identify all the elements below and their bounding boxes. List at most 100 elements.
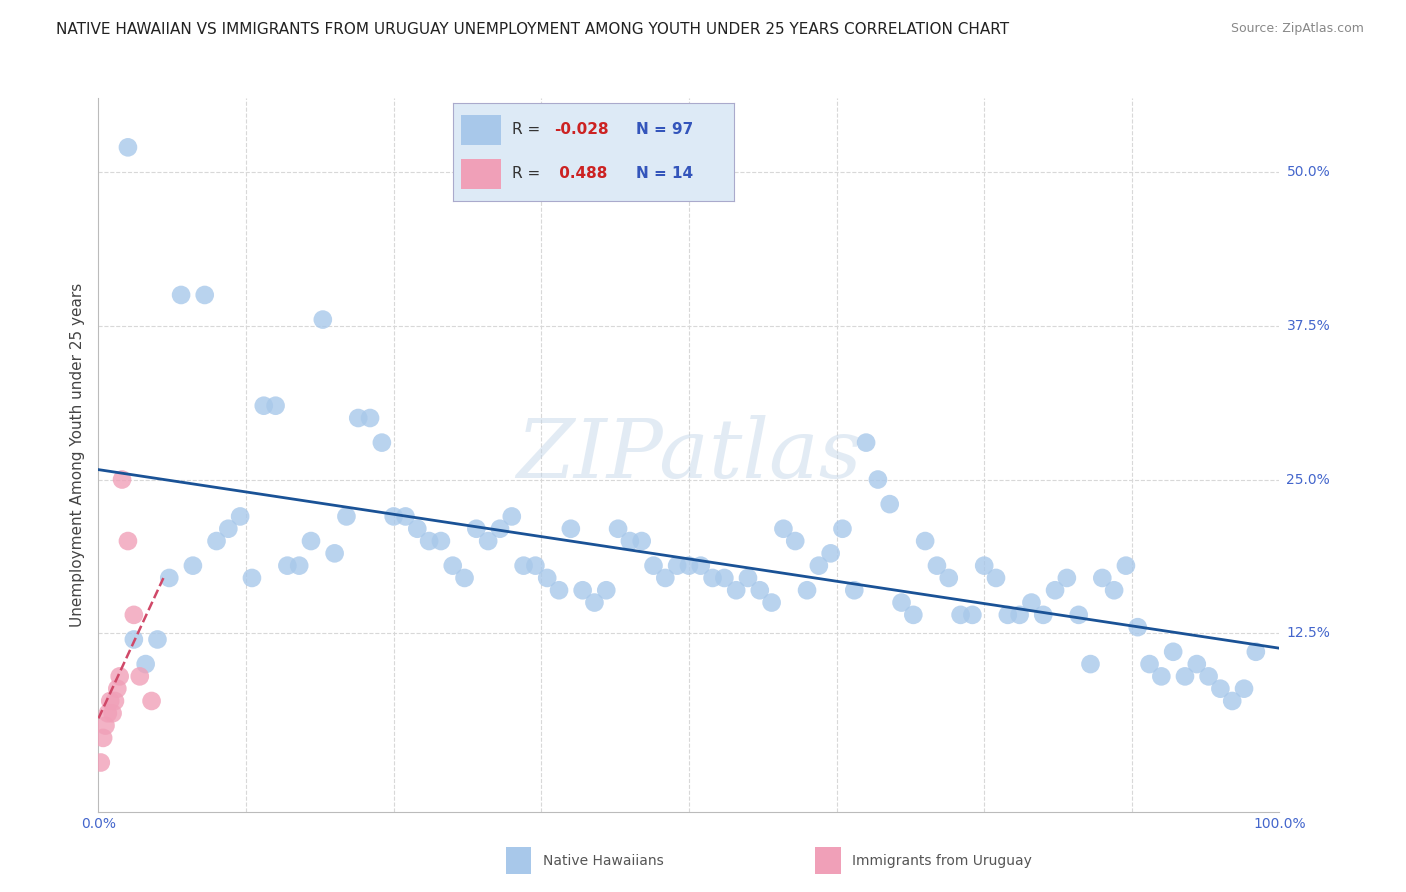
Point bbox=[1067, 607, 1090, 622]
Point bbox=[94, 718, 117, 732]
Y-axis label: Unemployment Among Youth under 25 years: Unemployment Among Youth under 25 years bbox=[70, 283, 86, 627]
Point bbox=[1080, 657, 1102, 671]
Point bbox=[512, 558, 534, 573]
Point bbox=[1174, 669, 1197, 683]
Point bbox=[713, 571, 735, 585]
Point bbox=[1091, 571, 1114, 585]
Point bbox=[117, 534, 139, 549]
Point bbox=[1185, 657, 1208, 671]
Point bbox=[194, 288, 217, 302]
Point bbox=[122, 607, 145, 622]
Text: Source: ZipAtlas.com: Source: ZipAtlas.com bbox=[1230, 22, 1364, 36]
Point bbox=[128, 669, 150, 683]
Point bbox=[146, 632, 169, 647]
Point bbox=[104, 694, 127, 708]
Point bbox=[1056, 571, 1078, 585]
Point bbox=[1032, 607, 1054, 622]
Point bbox=[607, 522, 630, 536]
Point bbox=[1233, 681, 1256, 696]
Point bbox=[772, 522, 794, 536]
Text: 50.0%: 50.0% bbox=[1286, 165, 1330, 179]
Point bbox=[831, 522, 853, 536]
Point bbox=[1021, 596, 1043, 610]
Point bbox=[477, 534, 499, 549]
Point bbox=[1209, 681, 1232, 696]
Point bbox=[276, 558, 298, 573]
Point bbox=[678, 558, 700, 573]
Point bbox=[583, 596, 606, 610]
Point bbox=[1008, 607, 1031, 622]
Text: Native Hawaiians: Native Hawaiians bbox=[543, 854, 664, 868]
Point bbox=[785, 534, 807, 549]
Point bbox=[253, 399, 276, 413]
Point bbox=[170, 288, 193, 302]
Point bbox=[394, 509, 416, 524]
Point bbox=[702, 571, 724, 585]
Text: 37.5%: 37.5% bbox=[1286, 318, 1330, 333]
Point bbox=[371, 435, 394, 450]
Point bbox=[1220, 694, 1243, 708]
Point bbox=[1115, 558, 1137, 573]
Point bbox=[571, 583, 593, 598]
Point bbox=[312, 312, 335, 326]
Point bbox=[90, 756, 112, 770]
Point bbox=[796, 583, 818, 598]
Point bbox=[430, 534, 453, 549]
Bar bbox=[461, 160, 501, 189]
Point bbox=[299, 534, 322, 549]
Text: 25.0%: 25.0% bbox=[1286, 473, 1330, 486]
Point bbox=[335, 509, 357, 524]
Point bbox=[141, 694, 163, 708]
Text: 12.5%: 12.5% bbox=[1286, 626, 1330, 640]
Text: NATIVE HAWAIIAN VS IMMIGRANTS FROM URUGUAY UNEMPLOYMENT AMONG YOUTH UNDER 25 YEA: NATIVE HAWAIIAN VS IMMIGRANTS FROM URUGU… bbox=[56, 22, 1010, 37]
Point bbox=[418, 534, 440, 549]
Point bbox=[181, 558, 204, 573]
Point bbox=[122, 632, 145, 647]
Point bbox=[229, 509, 252, 524]
Point bbox=[406, 522, 429, 536]
Point bbox=[666, 558, 689, 573]
Text: N = 97: N = 97 bbox=[636, 121, 693, 136]
Point bbox=[1139, 657, 1161, 671]
Point bbox=[264, 399, 287, 413]
Point bbox=[205, 534, 228, 549]
Point bbox=[654, 571, 676, 585]
Point bbox=[997, 607, 1019, 622]
Text: -0.028: -0.028 bbox=[554, 121, 609, 136]
Point bbox=[135, 657, 157, 671]
Point bbox=[1126, 620, 1149, 634]
Point bbox=[288, 558, 311, 573]
Point bbox=[217, 522, 239, 536]
Point bbox=[973, 558, 995, 573]
Bar bbox=[461, 115, 501, 145]
Point bbox=[524, 558, 547, 573]
Point bbox=[879, 497, 901, 511]
Point bbox=[949, 607, 972, 622]
Point bbox=[441, 558, 464, 573]
Point bbox=[117, 140, 139, 154]
Point bbox=[630, 534, 652, 549]
Point bbox=[560, 522, 582, 536]
Point bbox=[536, 571, 558, 585]
Point bbox=[501, 509, 523, 524]
Point bbox=[643, 558, 665, 573]
Point bbox=[914, 534, 936, 549]
Point bbox=[323, 546, 346, 560]
Point bbox=[725, 583, 748, 598]
Text: R =: R = bbox=[512, 121, 546, 136]
Point bbox=[489, 522, 512, 536]
Text: R =: R = bbox=[512, 166, 546, 181]
Point bbox=[465, 522, 488, 536]
Point bbox=[820, 546, 842, 560]
Point bbox=[807, 558, 830, 573]
Point bbox=[101, 706, 124, 721]
Point bbox=[98, 694, 121, 708]
Point bbox=[595, 583, 617, 598]
Point bbox=[866, 473, 889, 487]
Point bbox=[855, 435, 877, 450]
Point bbox=[157, 571, 180, 585]
Point bbox=[761, 596, 783, 610]
Point bbox=[111, 473, 134, 487]
Text: Immigrants from Uruguay: Immigrants from Uruguay bbox=[852, 854, 1032, 868]
Text: N = 14: N = 14 bbox=[636, 166, 693, 181]
